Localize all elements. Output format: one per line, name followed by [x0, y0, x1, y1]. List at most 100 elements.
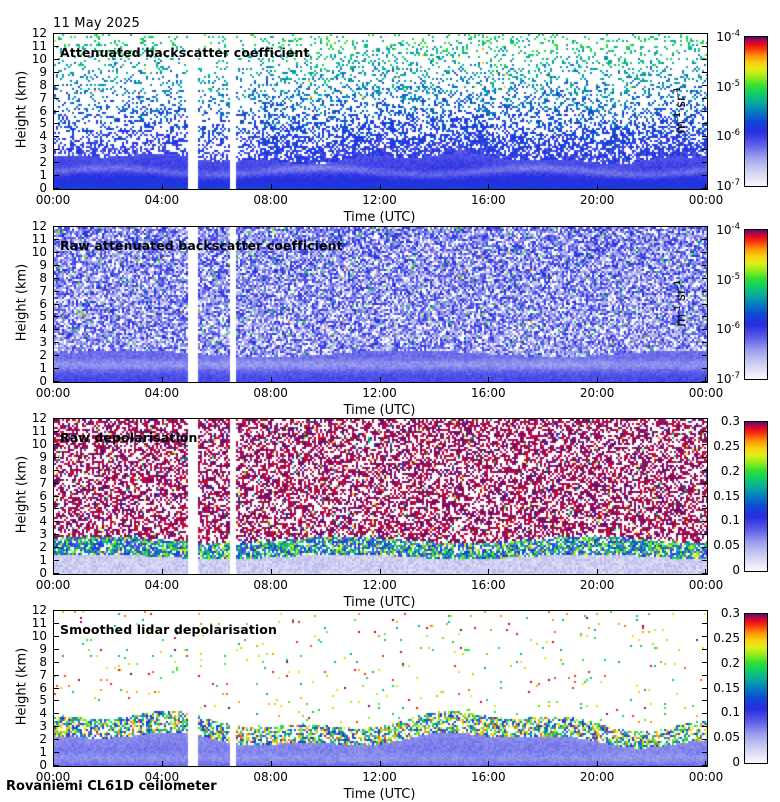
x-tick-label: 04:00: [144, 770, 180, 784]
x-tick-mark: [597, 761, 598, 766]
y-tick-label: 3: [39, 142, 47, 157]
x-tick-label: 12:00: [362, 578, 397, 592]
y-tick-mark: [54, 188, 59, 189]
y-tick-label: 9: [39, 449, 47, 464]
colorbar-tick-label: 10-7: [716, 178, 740, 193]
x-tick-label: 00:00: [688, 578, 724, 592]
colorbar-tick-label: 0.1: [720, 513, 740, 528]
colorbar-tick-label: 0.25: [713, 630, 740, 645]
site-instrument-caption: Rovaniemi CL61D ceilometer: [6, 779, 217, 794]
y-tick-mark: [702, 765, 707, 766]
colorbar-tick-label: 10-5: [716, 78, 740, 94]
x-tick-label: 16:00: [471, 386, 506, 400]
y-tick-label: 2: [39, 540, 47, 555]
x-tick-mark: [162, 761, 163, 766]
y-tick-label: 0: [39, 566, 47, 580]
y-tick-mark: [702, 623, 707, 624]
colorbar-tick-label: 10-4: [716, 29, 740, 44]
y-tick-mark: [702, 355, 707, 356]
y-tick-label: 10: [31, 436, 47, 451]
colorbar-gradient: [745, 230, 767, 379]
x-tick-mark: [53, 569, 54, 574]
y-tick-mark: [54, 85, 59, 86]
colorbar-tick-label: 0: [732, 755, 740, 769]
y-tick-mark: [54, 226, 59, 227]
y-tick-label: 10: [31, 51, 47, 66]
y-tick-mark: [702, 33, 707, 34]
x-tick-label: 04:00: [144, 578, 180, 592]
y-tick-label: 11: [31, 38, 47, 53]
x-tick-mark: [705, 377, 706, 382]
y-tick-mark: [702, 444, 707, 445]
heatmap-raw-depolarisation: [54, 419, 707, 574]
y-axis-title: Height (km): [14, 263, 30, 341]
y-tick-label: 10: [31, 244, 47, 259]
y-tick-label: 5: [39, 693, 47, 708]
colorbar-smoothed-lidar-depolarisation: [744, 613, 768, 764]
colorbar-tick-label: 0.3: [720, 414, 740, 428]
y-tick-mark: [54, 483, 59, 484]
plot-area-raw-attenuated-backscatter: [53, 226, 708, 383]
y-tick-mark: [702, 226, 707, 227]
y-tick-mark: [702, 700, 707, 701]
y-tick-label: 6: [39, 488, 47, 503]
x-axis-title: Time (UTC): [343, 787, 416, 802]
x-tick-mark: [597, 569, 598, 574]
y-tick-label: 8: [39, 462, 47, 477]
y-tick-mark: [54, 342, 59, 343]
y-tick-mark: [702, 111, 707, 112]
x-tick-mark: [162, 569, 163, 574]
x-tick-label: 16:00: [471, 578, 506, 592]
x-tick-label: 20:00: [579, 386, 615, 400]
plot-area-attenuated-backscatter: [53, 33, 708, 190]
colorbar-tick-label: 0.15: [713, 488, 740, 503]
y-tick-label: 7: [39, 283, 47, 298]
x-tick-label: 20:00: [579, 578, 615, 592]
colorbar-attenuated-backscatter: [744, 36, 768, 187]
colorbar-unit-label: m-1 sr-1: [672, 86, 690, 134]
y-tick-mark: [54, 329, 59, 330]
y-tick-label: 6: [39, 103, 47, 118]
y-tick-mark: [54, 726, 59, 727]
y-tick-label: 7: [39, 475, 47, 490]
x-tick-mark: [705, 184, 706, 189]
y-tick-mark: [54, 316, 59, 317]
x-tick-mark: [488, 377, 489, 382]
y-tick-label: 1: [39, 361, 47, 376]
y-tick-mark: [702, 418, 707, 419]
y-tick-label: 4: [39, 706, 47, 721]
x-tick-label: 00:00: [35, 193, 71, 207]
y-tick-label: 3: [39, 527, 47, 542]
plot-area-raw-depolarisation: [53, 418, 708, 575]
y-tick-mark: [54, 239, 59, 240]
x-tick-mark: [380, 761, 381, 766]
colorbar-gradient: [745, 614, 767, 763]
y-tick-label: 9: [39, 641, 47, 656]
y-tick-mark: [702, 188, 707, 189]
y-tick-mark: [702, 483, 707, 484]
x-tick-label: 08:00: [253, 386, 288, 400]
y-tick-mark: [702, 162, 707, 163]
y-tick-mark: [702, 470, 707, 471]
y-tick-label: 1: [39, 553, 47, 568]
y-tick-mark: [702, 342, 707, 343]
y-tick-mark: [54, 278, 59, 279]
y-tick-mark: [54, 739, 59, 740]
y-tick-mark: [702, 431, 707, 432]
y-tick-mark: [702, 329, 707, 330]
date-label: 11 May 2025: [53, 16, 140, 31]
x-tick-label: 00:00: [35, 770, 71, 784]
x-tick-mark: [53, 761, 54, 766]
x-tick-label: 08:00: [253, 770, 288, 784]
y-tick-label: 7: [39, 90, 47, 105]
colorbar-raw-depolarisation: [744, 421, 768, 572]
colorbar-tick-label: 0.05: [713, 730, 740, 745]
colorbar-tick-label: 0.2: [720, 463, 740, 478]
y-tick-mark: [702, 59, 707, 60]
y-tick-mark: [54, 431, 59, 432]
x-tick-mark: [705, 569, 706, 574]
x-tick-mark: [53, 184, 54, 189]
colorbar-tick-label: 10-6: [716, 128, 740, 144]
y-tick-mark: [54, 33, 59, 34]
y-tick-mark: [702, 508, 707, 509]
